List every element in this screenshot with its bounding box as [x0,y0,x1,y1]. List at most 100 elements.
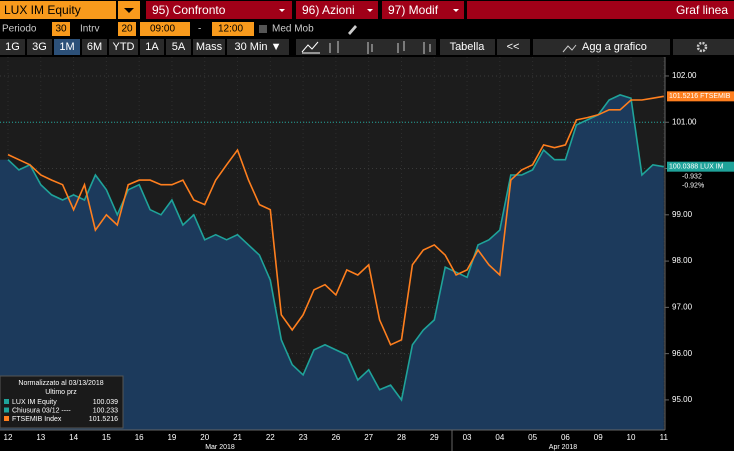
x-tick-label: 06 [561,433,570,442]
x-tick-label: 04 [495,433,504,442]
interval-field[interactable] [118,22,136,36]
interval-label: Intrv [80,24,99,35]
x-tick-label: 15 [102,433,111,442]
series-line [7,95,664,346]
legend-subtitle: Ultimo prz [45,389,77,396]
period-button[interactable] [140,39,164,55]
y-tick-label: 98.00 [672,256,693,265]
checkbox[interactable] [259,25,267,33]
period-button-label: Mass [196,41,223,53]
change-pct: -0.92% [682,183,704,190]
y-tick-label: 96.00 [672,349,693,358]
x-tick-label: 28 [397,433,406,442]
period-label: Periodo [2,24,37,35]
x-tick-label: 23 [299,433,308,442]
end-field[interactable] [212,22,254,36]
x-tick-label: 16 [135,433,144,442]
gear-icon [696,41,708,53]
period-button-label: 3G [32,41,47,53]
period-button[interactable] [0,39,25,55]
month-label: Mar 2018 [205,444,235,451]
period-field[interactable] [52,22,70,36]
period-button-label: 30 Min ▼ [235,41,282,53]
x-tick-label: 29 [430,433,439,442]
bar-icons[interactable] [329,41,431,54]
add-label: Agg a grafico [582,41,647,53]
last-value-tag [667,161,734,172]
tab-label: 95) Confronto [152,3,226,17]
y-tick-label: 102.00 [672,71,697,80]
x-tick-label: 14 [69,433,78,442]
x-tick-label: 20 [200,433,209,442]
y-tick-label: 101.00 [672,117,697,126]
table-button[interactable] [440,39,495,55]
x-tick-label: 27 [364,433,373,442]
add-button[interactable] [533,39,670,55]
period-button[interactable] [109,39,138,55]
back-label: << [507,41,520,53]
security: LUX IM Equity [4,3,81,17]
last-value-label: 100.0388 LUX IM [669,164,724,171]
legend-swatch [4,416,9,421]
start-field[interactable] [140,22,190,36]
x-tick-label: 12 [4,433,13,442]
period-button-label: 1A [145,41,159,53]
security-box[interactable] [0,1,116,19]
time-dash: - [198,24,201,35]
period-button[interactable] [54,39,80,55]
period-button-label: YTD [113,41,135,53]
month-label: Apr 2018 [549,444,578,451]
x-tick-label: 22 [266,433,275,442]
area [0,94,664,431]
x-tick-label: 13 [36,433,45,442]
period-button[interactable] [82,39,107,55]
chart-tools[interactable] [296,39,436,55]
start-time: 09:00 [150,24,175,35]
y-tick-label: 99.00 [672,210,693,219]
legend-title: Normalizzato al 03/13/2018 [18,380,103,387]
tab[interactable] [382,1,464,19]
period-button[interactable] [227,39,289,55]
last-value-label: 101.5216 FTSEMIB [669,93,731,100]
view-box[interactable] [467,1,734,19]
view-title: Graf linea [676,3,728,17]
tab-arrow [453,9,459,12]
moving-avg: Med Mob [272,24,314,35]
x-tick-label: 11 [660,433,669,442]
last-value-tag [667,91,734,102]
tab-label: 97) Modif [388,3,439,17]
x-tick-label: 05 [528,433,537,442]
tab[interactable] [296,1,378,19]
y-tick-label: 97.00 [672,302,693,311]
legend-swatch [4,407,9,413]
period-button[interactable] [193,39,225,55]
period-button-label: 1M [59,41,74,53]
end-time: 12:00 [218,24,243,35]
series-line [7,94,664,402]
x-tick-label: 03 [463,433,472,442]
legend-label: LUX IM Equity [12,399,57,406]
period-button-label: 6M [87,41,102,53]
x-tick-label: 26 [331,433,340,442]
period-button-label: 5A [172,41,186,53]
dropdown-arrow [124,8,134,13]
legend-value: 100.233 [93,407,118,414]
legend-label: FTSEMIB Index [12,416,62,423]
period: 30 [55,24,67,35]
x-tick-label: 10 [627,433,636,442]
back-button[interactable] [497,39,530,55]
period-button[interactable] [27,39,52,55]
x-tick-label: 21 [233,433,242,442]
tab[interactable] [146,1,292,19]
pencil-icon[interactable] [348,25,357,35]
x-tick-label: 09 [594,433,603,442]
line-icon[interactable] [301,41,320,54]
legend-label: Chiusura 03/12 ---- [12,407,71,414]
period-button-label: 1G [5,41,20,53]
tab-label: 96) Azioni [302,3,355,17]
settings-button[interactable] [673,39,734,55]
period-button[interactable] [166,39,191,55]
y-tick-label: 95.00 [672,395,693,404]
interval: 20 [121,24,133,35]
